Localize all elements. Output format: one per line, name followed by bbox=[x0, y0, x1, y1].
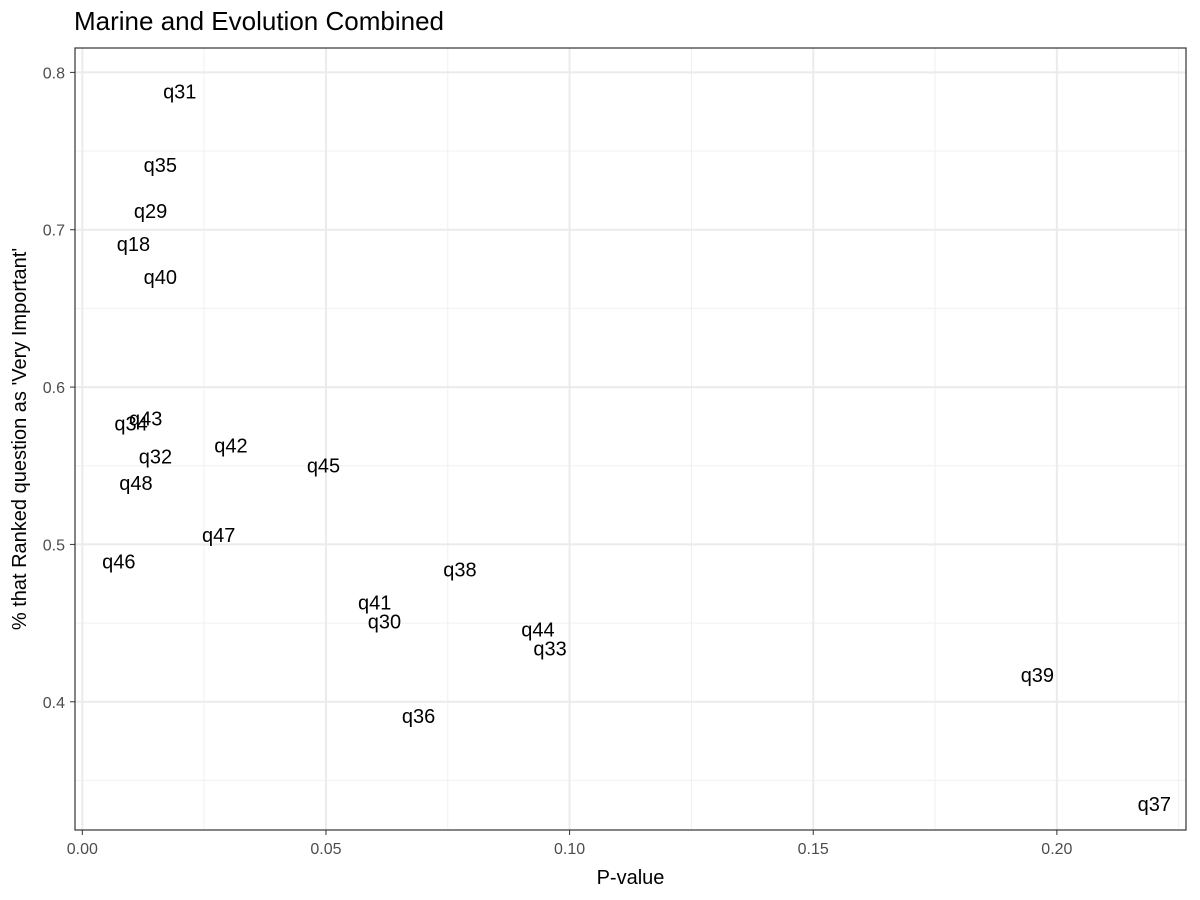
point-label-q46: q46 bbox=[102, 552, 135, 574]
y-tick-label: 0.4 bbox=[43, 695, 65, 712]
point-label-q34: q34 bbox=[114, 413, 147, 435]
plot-panel-border bbox=[74, 47, 1187, 831]
y-tick-label: 0.8 bbox=[43, 65, 65, 82]
x-tick-label: 0.10 bbox=[554, 841, 585, 858]
y-axis-ticks: 0.4 0.5 0.6 0.7 0.8 bbox=[43, 65, 75, 712]
point-label-q41: q41 bbox=[358, 593, 391, 615]
point-label-q36: q36 bbox=[402, 706, 435, 728]
point-label-q18: q18 bbox=[117, 234, 150, 256]
point-label-q38: q38 bbox=[443, 560, 476, 582]
y-tick-label: 0.5 bbox=[43, 537, 65, 554]
y-tick-label: 0.6 bbox=[43, 380, 65, 397]
point-label-q33: q33 bbox=[533, 638, 566, 660]
point-label-q29: q29 bbox=[134, 201, 167, 223]
point-label-q42: q42 bbox=[214, 435, 247, 457]
point-label-q45: q45 bbox=[307, 456, 340, 478]
point-label-q32: q32 bbox=[139, 446, 172, 468]
point-label-q47: q47 bbox=[202, 525, 235, 547]
x-tick-label: 0.05 bbox=[310, 841, 341, 858]
point-label-q31: q31 bbox=[163, 81, 196, 103]
major-gridlines bbox=[75, 48, 1186, 830]
x-tick-label: 0.20 bbox=[1041, 841, 1072, 858]
point-label-q30: q30 bbox=[368, 612, 401, 634]
point-label-q39: q39 bbox=[1021, 665, 1054, 687]
chart-title: Marine and Evolution Combined bbox=[74, 6, 444, 36]
point-label-q40: q40 bbox=[144, 267, 177, 289]
point-label-q44: q44 bbox=[521, 619, 554, 641]
y-axis-title: % that Ranked question as 'Very Importan… bbox=[9, 248, 31, 630]
point-label-q37: q37 bbox=[1138, 794, 1171, 816]
x-tick-label: 0.00 bbox=[67, 841, 98, 858]
point-label-q35: q35 bbox=[144, 155, 177, 177]
point-label-q43: q43 bbox=[129, 409, 162, 431]
y-tick-label: 0.7 bbox=[43, 223, 65, 240]
point-label-q48: q48 bbox=[119, 473, 152, 495]
x-tick-label: 0.15 bbox=[798, 841, 829, 858]
x-axis-ticks: 0.00 0.05 0.10 0.15 0.20 bbox=[67, 830, 1073, 858]
x-axis-title: P-value bbox=[597, 867, 665, 889]
minor-gridlines bbox=[75, 48, 1186, 830]
